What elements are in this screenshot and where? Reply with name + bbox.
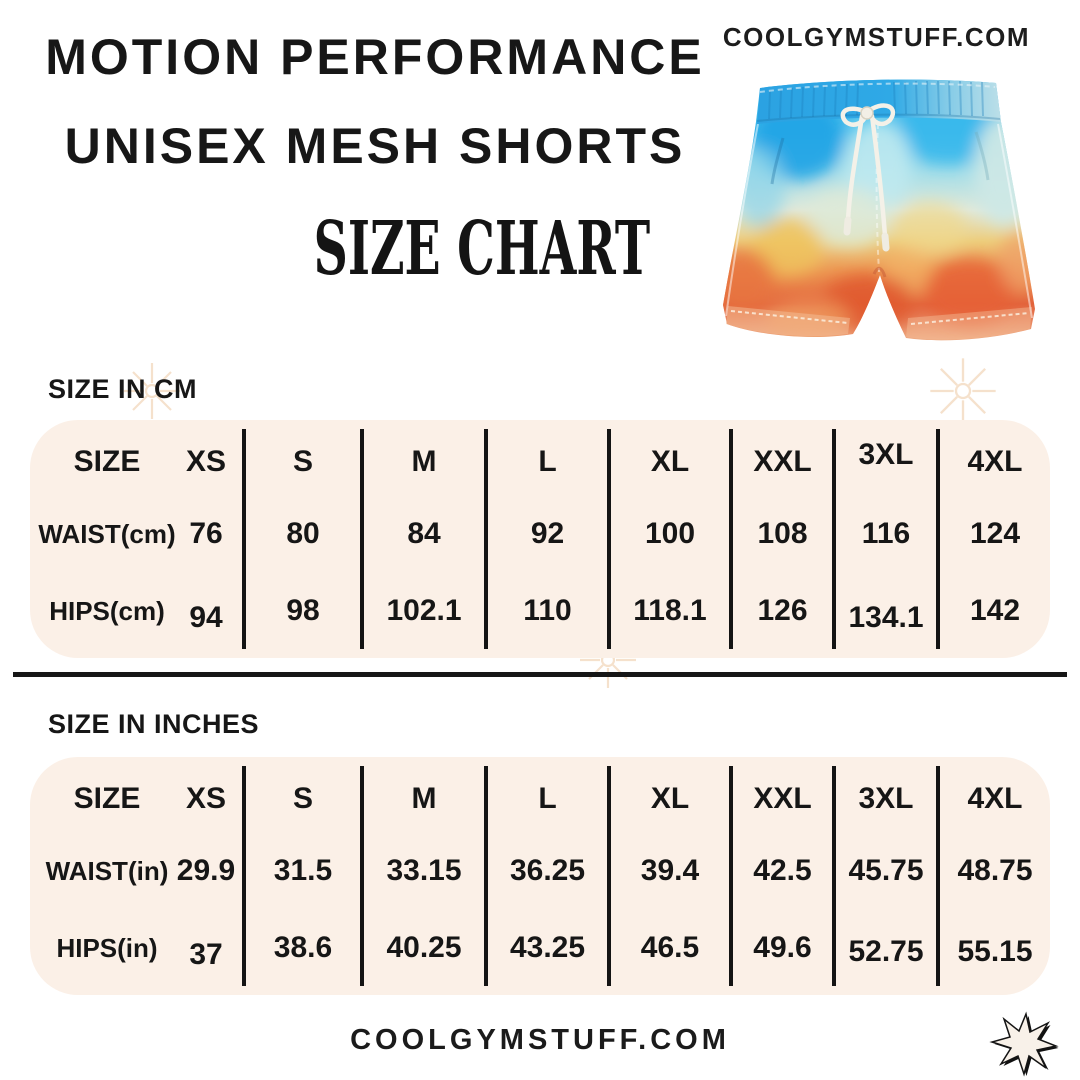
column-header: XL bbox=[650, 445, 690, 478]
column-header: S bbox=[292, 445, 313, 478]
table-cell: 116 bbox=[861, 517, 911, 550]
sparkle-decoration bbox=[124, 363, 180, 419]
site-url-bottom: COOLGYMSTUFF.COM bbox=[350, 1024, 730, 1056]
column-header: 4XL bbox=[967, 782, 1023, 815]
table-column-l: L 92 110 bbox=[484, 429, 607, 649]
row-label: HIPS(in) bbox=[56, 932, 158, 963]
page-subtitle: SIZE CHART bbox=[313, 206, 651, 292]
table-cell: 40.25 bbox=[386, 931, 462, 964]
table-column-3xl: 3XL 45.75 52.75 bbox=[832, 766, 936, 986]
column-header: 4XL bbox=[967, 445, 1023, 478]
table-cell: 43.25 bbox=[509, 931, 586, 964]
table-column-xs: XS 76 94 bbox=[170, 429, 242, 649]
table-cell: 46.5 bbox=[640, 931, 700, 964]
table-column-l: L 36.25 43.25 bbox=[484, 766, 607, 986]
column-header: XS bbox=[185, 445, 227, 478]
table-column-row-labels: SIZE WAIST(cm) HIPS(cm) bbox=[30, 429, 176, 649]
table-column-m: M 84 102.1 bbox=[360, 429, 484, 649]
table-cell: 126 bbox=[757, 594, 808, 627]
starburst-icon bbox=[989, 1011, 1059, 1077]
table-cell: 76 bbox=[189, 517, 223, 550]
table-cell: 39.4 bbox=[640, 854, 700, 887]
table-column-row-labels: SIZE WAIST(in) HIPS(in) bbox=[30, 766, 170, 986]
table-cell: 84 bbox=[407, 517, 441, 550]
table-column-xxl: XXL 42.5 49.6 bbox=[729, 766, 832, 986]
subtitle-row: SIZE CHART bbox=[30, 212, 720, 286]
table-cell: 100 bbox=[644, 517, 696, 550]
row-label: WAIST(in) bbox=[45, 855, 169, 886]
table-cell: 102.1 bbox=[386, 594, 462, 627]
table-cell: 36.25 bbox=[509, 854, 586, 887]
table-column-xxl: XXL 108 126 bbox=[729, 429, 832, 649]
table-column-3xl: 3XL 116 134.1 bbox=[832, 429, 936, 649]
section-divider-line bbox=[13, 672, 1067, 677]
column-header: XXL bbox=[753, 445, 812, 478]
table-cell: 52.75 bbox=[848, 935, 924, 968]
table-cell: 49.6 bbox=[753, 931, 812, 964]
size-table-inches: SIZE WAIST(in) HIPS(in) XS 29.9 37 S 31.… bbox=[30, 757, 1050, 995]
column-header: XXL bbox=[753, 782, 812, 815]
sparkle-decoration bbox=[930, 358, 996, 424]
table-cell: 110 bbox=[523, 594, 572, 627]
table-column-4xl: 4XL 124 142 bbox=[936, 429, 1050, 649]
page-title-line2: UNISEX MESH SHORTS bbox=[64, 118, 686, 174]
section-label-inches: SIZE IN INCHES bbox=[48, 709, 260, 739]
table-cell: 134.1 bbox=[848, 601, 924, 634]
table-column-xs: XS 29.9 37 bbox=[170, 766, 242, 986]
table-cell: 98 bbox=[286, 594, 320, 627]
shorts-product-image bbox=[723, 79, 1035, 341]
column-header: 3XL bbox=[858, 782, 914, 815]
table-cell: 142 bbox=[969, 594, 1021, 627]
row-label: WAIST(cm) bbox=[38, 518, 176, 549]
column-header: SIZE bbox=[73, 782, 141, 815]
table-column-s: S 80 98 bbox=[242, 429, 360, 649]
table-cell: 118.1 bbox=[633, 594, 707, 627]
column-header: M bbox=[411, 782, 437, 815]
column-header: 3XL bbox=[858, 438, 914, 471]
row-label: HIPS(cm) bbox=[49, 595, 165, 626]
column-header: S bbox=[292, 782, 313, 815]
column-header: SIZE bbox=[73, 445, 141, 478]
section-label-cm: SIZE IN CM bbox=[48, 374, 198, 404]
table-column-xl: XL 100 118.1 bbox=[607, 429, 729, 649]
table-cell: 94 bbox=[189, 601, 223, 634]
table-cell: 29.9 bbox=[176, 854, 236, 887]
table-column-xl: XL 39.4 46.5 bbox=[607, 766, 729, 986]
table-column-4xl: 4XL 48.75 55.15 bbox=[936, 766, 1050, 986]
table-cell: 92 bbox=[530, 517, 565, 550]
table-cell: 108 bbox=[757, 517, 808, 550]
page-title-line1: MOTION PERFORMANCE bbox=[45, 29, 705, 85]
table-cell: 38.6 bbox=[273, 931, 333, 964]
table-cell: 37 bbox=[189, 938, 223, 971]
table-cell: 33.15 bbox=[386, 854, 462, 887]
table-cell: 48.75 bbox=[957, 854, 1033, 887]
table-column-s: S 31.5 38.6 bbox=[242, 766, 360, 986]
table-cell: 80 bbox=[286, 517, 320, 550]
column-header: XS bbox=[185, 782, 227, 815]
column-header: M bbox=[411, 445, 437, 478]
table-cell: 31.5 bbox=[273, 854, 333, 887]
table-cell: 124 bbox=[969, 517, 1021, 550]
table-cell: 45.75 bbox=[848, 854, 924, 887]
header: MOTION PERFORMANCE UNISEX MESH SHORTS SI… bbox=[30, 0, 720, 300]
column-header: XL bbox=[650, 782, 690, 815]
column-header: L bbox=[538, 445, 557, 478]
table-cell: 55.15 bbox=[957, 935, 1033, 968]
table-column-m: M 33.15 40.25 bbox=[360, 766, 484, 986]
table-cell: 42.5 bbox=[753, 854, 812, 887]
site-url-top: COOLGYMSTUFF.COM bbox=[722, 22, 1030, 52]
column-header: L bbox=[538, 782, 557, 815]
size-table-cm: SIZE WAIST(cm) HIPS(cm) XS 76 94 S 80 98… bbox=[30, 420, 1050, 658]
